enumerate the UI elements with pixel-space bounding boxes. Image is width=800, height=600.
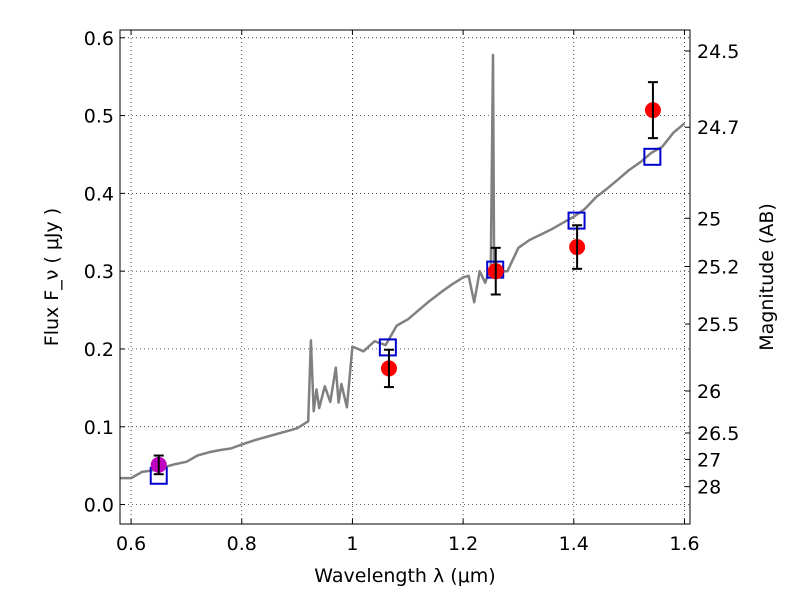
- right-tick-label: 27: [697, 449, 721, 471]
- right-tick-label: 28: [697, 477, 721, 499]
- x-tick-label: 0.6: [116, 533, 146, 555]
- y-tick-label: 0.3: [84, 261, 114, 283]
- x-tick-label: 1: [346, 533, 358, 555]
- marks: [149, 81, 662, 485]
- right-tick-label: 26.5: [697, 423, 739, 445]
- x-tick-label: 1.2: [448, 533, 478, 555]
- y-tick-label: 0.6: [84, 28, 114, 50]
- y-axis-title: Flux F_ν ( μJy ): [41, 208, 63, 346]
- axis-ticks: 0.6 0.8 1 1.2 1.4 1.6 0.0 0.1 0.2 0.3 0.4 0.5 0.6 24.…: [84, 28, 740, 555]
- y-tick-label: 0.5: [84, 106, 114, 128]
- y-tick-label: 0.2: [84, 339, 114, 361]
- right-tick-label: 24.7: [697, 117, 739, 139]
- axis-labels: Wavelength λ (μm) Flux F_ν ( μJy ) Magni…: [41, 203, 778, 587]
- model-square-marker: [378, 338, 397, 357]
- x-tick-label: 0.8: [227, 533, 257, 555]
- y-tick-label: 0.0: [84, 495, 114, 517]
- y-tick-label: 0.1: [84, 417, 114, 439]
- right-tick-label: 24.5: [697, 41, 739, 63]
- x-tick-label: 1.6: [669, 533, 699, 555]
- right-tick-label: 26: [697, 381, 721, 403]
- right-tick-label: 25.2: [697, 256, 739, 278]
- model-square-marker: [643, 147, 662, 166]
- x-axis-title: Wavelength λ (μm): [314, 565, 495, 587]
- x-tick-label: 1.4: [559, 533, 589, 555]
- right-tick-label: 25: [697, 208, 721, 230]
- right-axis-title: Magnitude (AB): [756, 203, 778, 351]
- y-tick-label: 0.4: [84, 183, 114, 205]
- plot-area-frame: [119, 29, 691, 525]
- grid: [120, 30, 690, 524]
- right-tick-label: 25.5: [697, 314, 739, 336]
